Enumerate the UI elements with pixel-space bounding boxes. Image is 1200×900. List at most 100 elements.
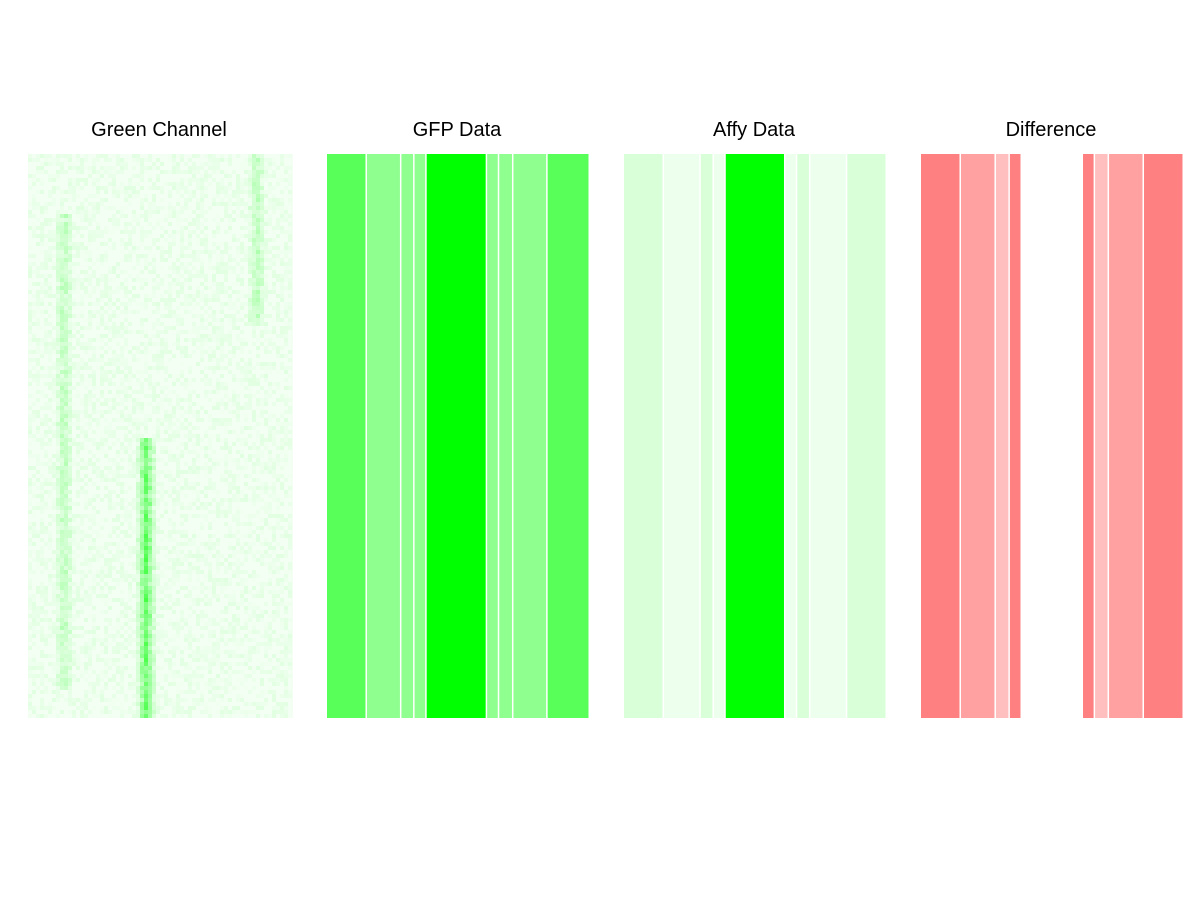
green-channel-pixel xyxy=(28,586,32,590)
green-channel-pixel xyxy=(28,174,32,178)
green-channel-pixel xyxy=(152,450,156,454)
green-channel-pixel xyxy=(192,162,196,166)
green-channel-pixel xyxy=(140,614,144,618)
green-channel-pixel xyxy=(276,494,280,498)
green-channel-pixel xyxy=(280,450,284,454)
green-channel-pixel xyxy=(240,598,244,602)
green-channel-pixel xyxy=(116,366,120,370)
green-channel-pixel xyxy=(144,170,148,174)
green-channel-pixel xyxy=(172,598,176,602)
green-channel-pixel xyxy=(60,590,64,594)
panel-title-green-channel: Green Channel xyxy=(91,119,227,141)
green-channel-pixel xyxy=(248,374,252,378)
green-channel-pixel xyxy=(208,306,212,310)
green-channel-pixel xyxy=(136,258,140,262)
green-channel-pixel xyxy=(156,342,160,346)
green-channel-pixel xyxy=(120,230,124,234)
green-channel-pixel xyxy=(284,286,288,290)
green-channel-pixel xyxy=(84,258,88,262)
green-channel-pixel xyxy=(196,562,200,566)
green-channel-pixel xyxy=(204,494,208,498)
green-channel-pixel xyxy=(228,198,232,202)
green-channel-pixel xyxy=(56,406,60,410)
green-channel-pixel xyxy=(272,494,276,498)
green-channel-pixel xyxy=(240,302,244,306)
green-channel-pixel xyxy=(104,322,108,326)
green-channel-pixel xyxy=(176,166,180,170)
green-channel-pixel xyxy=(208,286,212,290)
green-channel-pixel xyxy=(60,586,64,590)
green-channel-pixel xyxy=(68,570,72,574)
green-channel-pixel xyxy=(288,294,292,298)
green-channel-pixel xyxy=(92,454,96,458)
green-channel-pixel xyxy=(208,418,212,422)
green-channel-pixel xyxy=(228,322,232,326)
green-channel-pixel xyxy=(92,558,96,562)
green-channel-pixel xyxy=(256,158,260,162)
green-channel-pixel xyxy=(140,470,144,474)
green-channel-pixel xyxy=(256,438,260,442)
green-channel-pixel xyxy=(276,402,280,406)
green-channel-pixel xyxy=(252,602,256,606)
green-channel-pixel xyxy=(40,262,44,266)
green-channel-pixel xyxy=(160,278,164,282)
green-channel-pixel xyxy=(156,418,160,422)
green-channel-pixel xyxy=(152,566,156,570)
green-channel-pixel xyxy=(284,254,288,258)
green-channel-pixel xyxy=(60,258,64,262)
green-channel-pixel xyxy=(148,442,152,446)
green-channel-pixel xyxy=(196,182,200,186)
green-channel-pixel xyxy=(256,450,260,454)
green-channel-pixel xyxy=(68,374,72,378)
green-channel-pixel xyxy=(248,458,252,462)
green-channel-pixel xyxy=(132,182,136,186)
green-channel-pixel xyxy=(80,314,84,318)
green-channel-pixel xyxy=(148,634,152,638)
green-channel-pixel xyxy=(192,634,196,638)
green-channel-pixel xyxy=(160,210,164,214)
green-channel-pixel xyxy=(232,474,236,478)
green-channel-pixel xyxy=(228,594,232,598)
green-channel-pixel xyxy=(64,266,68,270)
green-channel-pixel xyxy=(228,370,232,374)
green-channel-pixel xyxy=(132,434,136,438)
green-channel-pixel xyxy=(244,634,248,638)
green-channel-pixel xyxy=(260,558,264,562)
green-channel-pixel xyxy=(252,542,256,546)
green-channel-pixel xyxy=(152,614,156,618)
green-channel-pixel xyxy=(28,226,32,230)
green-channel-pixel xyxy=(132,390,136,394)
green-channel-pixel xyxy=(28,330,32,334)
green-channel-pixel xyxy=(196,418,200,422)
green-channel-pixel xyxy=(88,318,92,322)
green-channel-pixel xyxy=(268,506,272,510)
green-channel-pixel xyxy=(88,274,92,278)
green-channel-pixel xyxy=(204,206,208,210)
green-channel-pixel xyxy=(180,194,184,198)
green-channel-pixel xyxy=(172,558,176,562)
green-channel-pixel xyxy=(160,606,164,610)
green-channel-pixel xyxy=(48,426,52,430)
green-channel-pixel xyxy=(188,634,192,638)
green-channel-pixel xyxy=(116,162,120,166)
green-channel-pixel xyxy=(284,454,288,458)
green-channel-pixel xyxy=(44,594,48,598)
green-channel-pixel xyxy=(96,546,100,550)
green-channel-pixel xyxy=(40,570,44,574)
green-channel-pixel xyxy=(80,550,84,554)
green-channel-pixel xyxy=(228,358,232,362)
green-channel-pixel xyxy=(56,178,60,182)
green-channel-pixel xyxy=(196,258,200,262)
green-channel-pixel xyxy=(252,262,256,266)
green-channel-pixel xyxy=(164,350,168,354)
green-channel-pixel xyxy=(132,166,136,170)
green-channel-pixel xyxy=(112,306,116,310)
green-channel-pixel xyxy=(68,526,72,530)
green-channel-pixel xyxy=(112,302,116,306)
green-channel-pixel xyxy=(72,462,76,466)
green-channel-pixel xyxy=(148,594,152,598)
green-channel-pixel xyxy=(64,578,68,582)
green-channel-pixel xyxy=(256,386,260,390)
green-channel-pixel xyxy=(40,170,44,174)
green-channel-pixel xyxy=(56,158,60,162)
